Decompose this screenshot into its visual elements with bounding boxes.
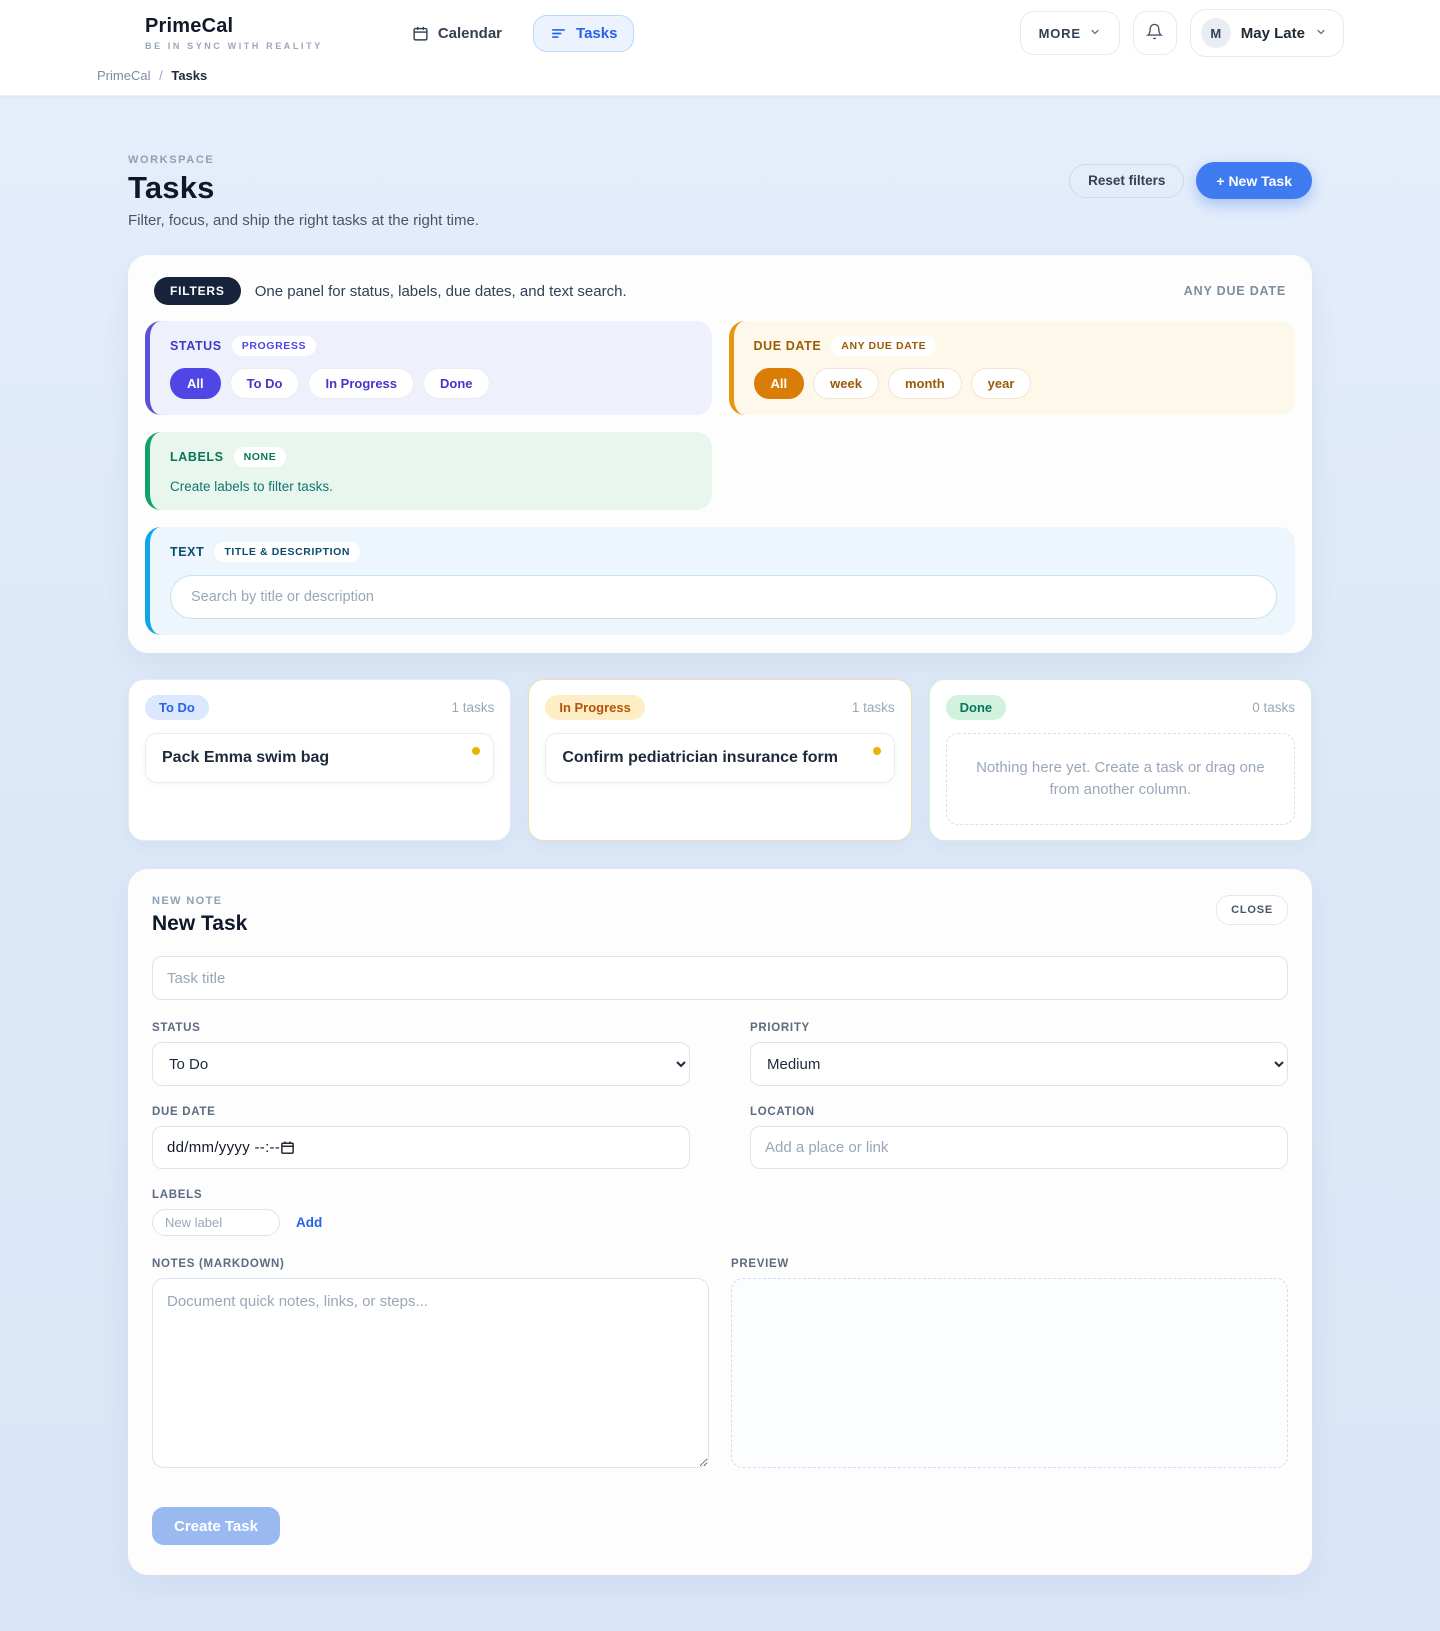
priority-dot-icon [472,747,481,755]
app-tagline: BE IN SYNC WITH REALITY [145,41,323,51]
due-pill-year[interactable]: year [970,368,1032,399]
chevron-down-icon [1315,26,1327,41]
calendar-icon[interactable] [280,1140,295,1155]
column-done-count: 0 tasks [1252,700,1295,715]
priority-dot-icon [872,747,881,755]
status-filter-label: STATUS [170,339,222,353]
preview-field-label: PREVIEW [731,1258,789,1270]
due-date-filter-card: DUE DATE ANY DUE DATE All week month yea… [728,321,1295,415]
main-nav: Calendar Tasks [395,14,635,52]
labels-filter-card: LABELS NONE Create labels to filter task… [145,432,712,510]
close-form-button[interactable]: CLOSE [1216,895,1288,925]
due-date-input[interactable]: dd/mm/yyyy --:-- [152,1126,690,1169]
task-board: To Do 1 tasks Pack Emma swim bag In Prog… [128,679,1312,841]
new-label-input[interactable] [152,1209,280,1236]
column-inprogress-badge: In Progress [545,695,645,720]
task-title-input[interactable] [152,956,1288,1000]
labels-filter-badge: NONE [233,447,287,467]
text-filter-label: TEXT [170,545,205,559]
new-task-form: NEW NOTE New Task CLOSE STATUS To Do PRI… [128,869,1312,1575]
status-filter-card: STATUS PROGRESS All To Do In Progress Do… [145,321,712,415]
brand-block: PrimeCal BE IN SYNC WITH REALITY [145,15,323,51]
task-title: Confirm pediatrician insurance form [562,749,838,766]
column-done: Done 0 tasks Nothing here yet. Create a … [928,679,1312,841]
due-filter-label: DUE DATE [753,339,822,353]
due-date-value: dd/mm/yyyy --:-- [167,1139,281,1156]
task-card[interactable]: Confirm pediatrician insurance form [545,733,895,783]
app-logo: PrimeCal [145,15,234,37]
nav-tasks-label: Tasks [576,24,618,42]
status-pill-inprogress[interactable]: In Progress [308,368,415,399]
task-title: Pack Emma swim bag [162,749,330,766]
status-select[interactable]: To Do [152,1042,690,1086]
status-pill-done[interactable]: Done [423,368,490,399]
labels-field-label: LABELS [152,1189,203,1201]
more-menu-button[interactable]: MORE [1019,11,1120,55]
add-label-button[interactable]: Add [296,1215,323,1230]
labels-filter-label: LABELS [170,450,224,464]
due-pill-month[interactable]: month [887,368,962,399]
workspace-eyebrow: WORKSPACE [128,154,215,166]
create-task-button[interactable]: Create Task [152,1507,280,1545]
due-date-field-label: DUE DATE [152,1106,216,1118]
filters-panel: FILTERS One panel for status, labels, du… [128,255,1312,653]
breadcrumb-current: Tasks [171,68,208,83]
filters-description: One panel for status, labels, due dates,… [254,282,627,300]
new-task-button[interactable]: + New Task [1196,162,1312,199]
app-header: PrimeCal BE IN SYNC WITH REALITY Calenda… [0,0,1440,96]
column-todo-count: 1 tasks [451,700,495,715]
labels-empty-text: Create labels to filter tasks. [170,479,333,494]
markdown-preview-panel [731,1278,1288,1468]
nav-calendar[interactable]: Calendar [395,15,519,52]
avatar: M [1200,18,1231,48]
due-filter-badge: ANY DUE DATE [831,336,937,356]
filters-badge: FILTERS [154,277,241,305]
calendar-icon [412,25,429,42]
breadcrumb-separator: / [159,68,163,83]
page-subtitle: Filter, focus, and ship the right tasks … [128,212,479,229]
filters-summary: ANY DUE DATE [1183,284,1286,298]
reset-filters-button[interactable]: Reset filters [1069,163,1185,198]
status-filter-badge: PROGRESS [231,336,317,356]
status-pill-all[interactable]: All [170,368,221,399]
search-input[interactable] [170,575,1277,619]
form-title: New Task [152,912,248,935]
location-field-label: LOCATION [750,1106,815,1118]
nav-tasks[interactable]: Tasks [533,14,635,52]
task-card[interactable]: Pack Emma swim bag [145,733,495,783]
due-pill-week[interactable]: week [813,368,879,399]
column-inprogress: In Progress 1 tasks Confirm pediatrician… [528,679,912,841]
priority-field-label: PRIORITY [750,1022,810,1034]
column-done-empty-dropzone[interactable]: Nothing here yet. Create a task or drag … [945,733,1295,825]
chevron-down-icon [1089,26,1101,41]
user-menu-button[interactable]: M May Late [1189,9,1344,57]
column-done-badge: Done [945,695,1007,720]
location-input[interactable] [750,1126,1288,1169]
more-label: MORE [1038,25,1081,41]
notes-textarea[interactable] [152,1278,709,1468]
user-name: May Late [1240,24,1305,42]
notifications-button[interactable] [1132,11,1177,55]
status-pill-todo[interactable]: To Do [229,368,300,399]
due-pill-all[interactable]: All [753,368,805,399]
priority-select[interactable]: Medium [750,1042,1288,1086]
page-title: Tasks [128,170,215,205]
form-eyebrow: NEW NOTE [152,895,223,907]
nav-calendar-label: Calendar [437,24,503,42]
text-filter-card: TEXT TITLE & DESCRIPTION [145,527,1295,635]
breadcrumb-root[interactable]: PrimeCal [97,68,151,83]
text-filter-badge: TITLE & DESCRIPTION [214,542,361,562]
bell-icon [1146,23,1164,43]
tasks-icon [550,25,567,42]
column-todo-badge: To Do [145,695,209,720]
notes-field-label: NOTES (MARKDOWN) [152,1258,285,1270]
column-todo: To Do 1 tasks Pack Emma swim bag [128,679,512,841]
empty-column-text: Nothing here yet. Create a task or drag … [976,759,1265,798]
breadcrumb: PrimeCal / Tasks [0,66,1440,95]
column-inprogress-count: 1 tasks [851,700,895,715]
status-field-label: STATUS [152,1022,201,1034]
page-head: WORKSPACE Tasks Filter, focus, and ship … [128,154,1312,229]
